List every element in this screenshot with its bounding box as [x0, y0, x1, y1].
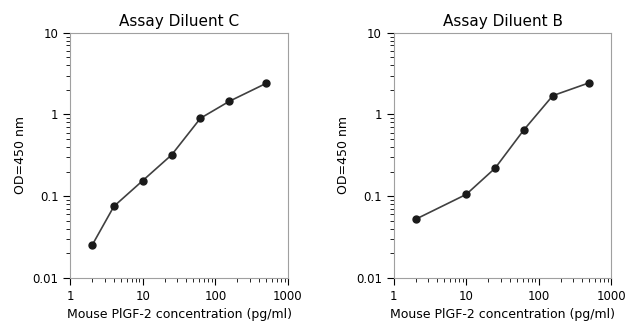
X-axis label: Mouse PlGF-2 concentration (pg/ml): Mouse PlGF-2 concentration (pg/ml) — [67, 308, 292, 321]
X-axis label: Mouse PlGF-2 concentration (pg/ml): Mouse PlGF-2 concentration (pg/ml) — [390, 308, 615, 321]
Y-axis label: OD=450 nm: OD=450 nm — [14, 116, 27, 194]
Title: Assay Diluent C: Assay Diluent C — [119, 14, 239, 29]
Title: Assay Diluent B: Assay Diluent B — [442, 14, 563, 29]
Y-axis label: OD=450 nm: OD=450 nm — [337, 116, 350, 194]
